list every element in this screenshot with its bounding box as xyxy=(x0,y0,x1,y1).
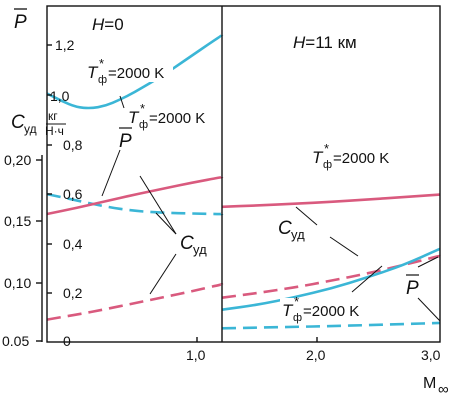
plot-border xyxy=(46,5,441,343)
label-c-right-sub: уд xyxy=(291,227,305,242)
series-line-right-3 xyxy=(221,321,441,330)
leader-line xyxy=(417,256,439,268)
y-left-axis-title: C xyxy=(11,112,25,133)
leader-line xyxy=(295,206,318,226)
x-axis-title: M xyxy=(423,375,436,392)
panel-title-right: H=11 км xyxy=(293,33,357,52)
curve-name-texts: P C уд C уд P xyxy=(119,127,419,299)
series-line-right-1 xyxy=(221,254,442,299)
y-left-tick-label: 0,15 xyxy=(4,213,31,229)
y-right-tick-label: 0 xyxy=(63,333,71,349)
series-line-right-2 xyxy=(221,247,441,311)
svg-text:*: * xyxy=(140,101,145,116)
x-tick-label: 3,0 xyxy=(421,347,441,363)
svg-text:ф: ф xyxy=(293,312,302,324)
y-right-tick-label: 1,0 xyxy=(50,88,70,104)
leader-line xyxy=(119,95,125,109)
svg-text:*: * xyxy=(294,294,299,309)
svg-text:*: * xyxy=(99,56,104,71)
series-layer xyxy=(46,33,442,330)
curve-labels xyxy=(101,95,441,322)
label-p-right: P xyxy=(406,278,419,299)
leader-line xyxy=(101,149,121,197)
svg-text:ф: ф xyxy=(98,74,107,86)
series-line-left-3 xyxy=(46,283,224,321)
svg-text:*: * xyxy=(324,141,329,156)
y-right-tick-label: 0,4 xyxy=(63,236,83,252)
y-right-tick-label: 0,8 xyxy=(63,137,83,153)
leader-line xyxy=(351,265,383,293)
tf-label-left-mid: T ф * =2000 K xyxy=(126,101,216,131)
panel-titles: H=0 H=11 км xyxy=(92,15,357,52)
svg-text:=2000 K: =2000 K xyxy=(333,150,389,167)
series-line-left-2 xyxy=(46,175,224,216)
y-left-axis-unit-den: Н·ч xyxy=(45,124,64,138)
series-line-left-1 xyxy=(46,192,224,216)
svg-text:T: T xyxy=(87,63,99,82)
y-left-axis-title-sub: уд xyxy=(24,122,37,136)
svg-text:ф: ф xyxy=(323,159,332,171)
y-right-axis-title: P xyxy=(14,12,27,33)
label-c-right: C xyxy=(278,218,292,239)
y-left-axis-unit-num: кг xyxy=(48,109,58,123)
y-left-tick-label: 0,20 xyxy=(4,152,31,168)
tf-label-left-top: T ф * =2000 K xyxy=(85,56,173,86)
leader-line xyxy=(329,236,359,257)
svg-text:T: T xyxy=(312,148,324,167)
series-line-left-0 xyxy=(46,33,224,110)
svg-text:ф: ф xyxy=(139,119,148,131)
svg-text:T: T xyxy=(128,108,140,127)
label-p-left: P xyxy=(119,131,132,152)
leader-line xyxy=(139,175,177,235)
leader-line xyxy=(155,212,177,235)
tf-label-right-top: T ф * =2000 K xyxy=(312,141,389,171)
tf-label-right-bottom: T ф * =2000 K xyxy=(280,294,370,324)
x-tick-label: 1,0 xyxy=(186,347,206,363)
svg-text:T: T xyxy=(282,301,294,320)
label-c-left: C xyxy=(180,233,194,254)
label-c-left-sub: уд xyxy=(193,242,207,257)
y-right-tick-labels: 1,2 1,0 0,8 0,6 0,4 0,2 0 xyxy=(50,37,83,349)
svg-text:=2000 K: =2000 K xyxy=(108,65,164,82)
leader-line xyxy=(417,297,441,322)
axis-titles: P C уд кг Н·ч M ∞ xyxy=(11,8,449,398)
x-tick-labels: 1,0 2,0 3,0 xyxy=(186,347,441,363)
tf-annotations: T ф * =2000 K T ф * =2000 K T ф * =2000 … xyxy=(85,56,389,324)
y-right-tick-label: 0,2 xyxy=(63,285,83,301)
svg-text:=2000 K: =2000 K xyxy=(149,110,205,127)
plot-frame xyxy=(36,5,441,343)
y-left-tick-label: 0.05 xyxy=(2,333,29,349)
series-line-right-0 xyxy=(221,193,441,209)
x-axis-title-sub: ∞ xyxy=(438,381,449,398)
y-left-tick-label: 0,10 xyxy=(4,275,31,291)
x-tick-label: 2,0 xyxy=(306,347,326,363)
y-left-tick-labels: 0,20 0,15 0,10 0.05 xyxy=(2,152,31,349)
svg-text:=2000 K: =2000 K xyxy=(303,303,359,320)
panel-title-left: H=0 xyxy=(92,15,124,34)
y-right-tick-label: 0,6 xyxy=(63,186,83,202)
leader-line xyxy=(149,253,177,295)
y-right-tick-label: 1,2 xyxy=(55,37,75,53)
